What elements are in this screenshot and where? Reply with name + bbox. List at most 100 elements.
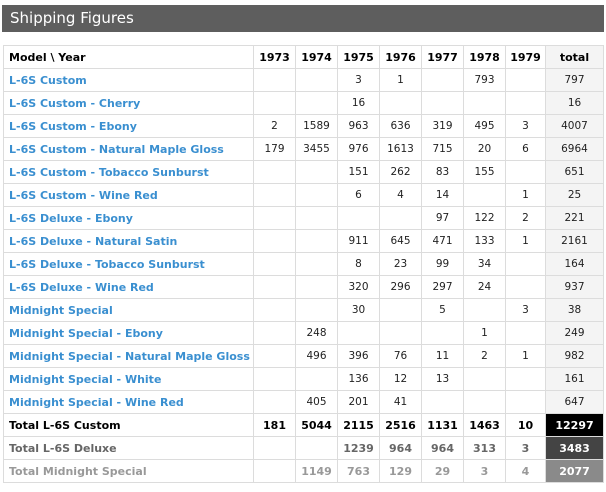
year-value-cell (421, 91, 464, 115)
row-total-cell: 38 (545, 298, 604, 322)
model-link[interactable]: L-6S Custom - Tobacco Sunburst (3, 160, 254, 184)
year-value-cell: 3 (505, 114, 546, 138)
year-value-cell: 2 (253, 114, 296, 138)
year-value-cell: 248 (295, 321, 338, 345)
year-value-cell: 2 (505, 206, 546, 230)
year-value-cell (505, 160, 546, 184)
year-value-cell: 133 (463, 229, 506, 253)
year-value-cell: 3 (463, 459, 506, 483)
year-value-cell (295, 275, 338, 299)
shipping-table: Model \ Year 1973 1974 1975 1976 1977 19… (3, 45, 604, 483)
year-value-cell (505, 68, 546, 92)
year-value-cell: 496 (295, 344, 338, 368)
year-value-cell: 1239 (337, 436, 380, 460)
table-row: L-6S Custom - Tobacco Sunburst 151 262 83 15… (3, 160, 604, 184)
year-value-cell: 30 (337, 298, 380, 322)
year-value-cell: 313 (463, 436, 506, 460)
total-label: Total L-6S Custom (3, 413, 254, 437)
model-link[interactable]: L-6S Custom - Cherry (3, 91, 254, 115)
year-value-cell: 471 (421, 229, 464, 253)
year-value-cell (295, 91, 338, 115)
year-value-cell: 964 (421, 436, 464, 460)
table-row: Midnight Special - White 136 12 13 161 (3, 367, 604, 391)
year-value-cell: 155 (463, 160, 506, 184)
table-row: L-6S Deluxe - Tobacco Sunburst 8 23 99 34 164 (3, 252, 604, 276)
year-value-cell: 963 (337, 114, 380, 138)
model-link[interactable]: Midnight Special - Natural Maple Gloss (3, 344, 254, 368)
model-link[interactable]: L-6S Custom - Natural Maple Gloss (3, 137, 254, 161)
table-row: L-6S Custom - Natural Maple Gloss 179 3455… (3, 137, 604, 161)
year-value-cell: 1 (505, 344, 546, 368)
model-link[interactable]: L-6S Custom - Ebony (3, 114, 254, 138)
table-row: Midnight Special 30 5 3 38 (3, 298, 604, 322)
year-value-cell: 83 (421, 160, 464, 184)
year-value-cell: 179 (253, 137, 296, 161)
model-link[interactable]: L-6S Deluxe - Ebony (3, 206, 254, 230)
year-value-cell (253, 459, 296, 483)
year-value-cell (505, 321, 546, 345)
year-value-cell (463, 183, 506, 207)
col-header-year: 1978 (463, 45, 506, 69)
year-value-cell: 20 (463, 137, 506, 161)
table-row: Midnight Special - Wine Red 405 201 41 647 (3, 390, 604, 414)
model-link[interactable]: Midnight Special - White (3, 367, 254, 391)
table-row: L-6S Custom - Wine Red 6 4 14 1 25 (3, 183, 604, 207)
year-value-cell (463, 367, 506, 391)
year-value-cell (253, 390, 296, 414)
total-row: Total Midnight Special 1149 763 129 29 3 4 2077 (3, 459, 604, 483)
header-row: Model \ Year 1973 1974 1975 1976 1977 19… (3, 45, 604, 69)
col-header-year: 1973 (253, 45, 296, 69)
year-value-cell (253, 321, 296, 345)
year-value-cell: 911 (337, 229, 380, 253)
table-row: L-6S Custom - Ebony 2 1589 963 636 319 495 3 400… (3, 114, 604, 138)
model-link[interactable]: Midnight Special - Wine Red (3, 390, 254, 414)
row-total-cell: 6964 (545, 137, 604, 161)
year-value-cell: 2516 (379, 413, 422, 437)
year-value-cell: 763 (337, 459, 380, 483)
col-header-year: 1979 (505, 45, 546, 69)
row-total-cell: 16 (545, 91, 604, 115)
year-value-cell: 12 (379, 367, 422, 391)
year-value-cell (463, 298, 506, 322)
year-value-cell: 319 (421, 114, 464, 138)
year-value-cell: 1149 (295, 459, 338, 483)
year-value-cell: 6 (337, 183, 380, 207)
year-value-cell: 4 (379, 183, 422, 207)
year-value-cell (253, 160, 296, 184)
year-value-cell (505, 275, 546, 299)
year-value-cell (253, 68, 296, 92)
year-value-cell: 3 (505, 298, 546, 322)
year-value-cell (295, 183, 338, 207)
model-link[interactable]: L-6S Deluxe - Wine Red (3, 275, 254, 299)
section-title: Shipping Figures (2, 5, 604, 32)
year-value-cell (505, 390, 546, 414)
year-value-cell: 76 (379, 344, 422, 368)
year-value-cell: 122 (463, 206, 506, 230)
year-value-cell: 636 (379, 114, 422, 138)
total-row: Total L-6S Deluxe 1239 964 964 313 3 3483 (3, 436, 604, 460)
row-total-cell: 2161 (545, 229, 604, 253)
year-value-cell (295, 436, 338, 460)
year-value-cell (505, 252, 546, 276)
model-link[interactable]: Midnight Special (3, 298, 254, 322)
year-value-cell: 129 (379, 459, 422, 483)
year-value-cell: 8 (337, 252, 380, 276)
year-value-cell: 1 (463, 321, 506, 345)
model-link[interactable]: Midnight Special - Ebony (3, 321, 254, 345)
year-value-cell: 13 (421, 367, 464, 391)
model-link[interactable]: L-6S Custom (3, 68, 254, 92)
year-value-cell: 41 (379, 390, 422, 414)
year-value-cell: 136 (337, 367, 380, 391)
year-value-cell: 3455 (295, 137, 338, 161)
year-value-cell: 24 (463, 275, 506, 299)
row-total-cell: 937 (545, 275, 604, 299)
year-value-cell (253, 183, 296, 207)
year-value-cell (463, 91, 506, 115)
col-header-year: 1977 (421, 45, 464, 69)
year-value-cell: 181 (253, 413, 296, 437)
model-link[interactable]: L-6S Deluxe - Natural Satin (3, 229, 254, 253)
model-link[interactable]: L-6S Custom - Wine Red (3, 183, 254, 207)
model-link[interactable]: L-6S Deluxe - Tobacco Sunburst (3, 252, 254, 276)
year-value-cell: 14 (421, 183, 464, 207)
year-value-cell: 1 (379, 68, 422, 92)
